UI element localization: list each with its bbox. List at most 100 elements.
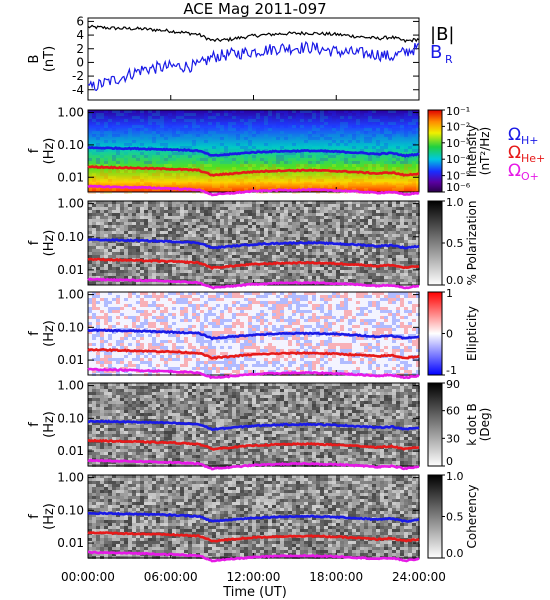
spectrogram-ellipticity <box>88 292 419 375</box>
spectrogram-texture <box>88 201 420 285</box>
colorbar-label: Ellipticity <box>465 306 479 361</box>
colorbar-tick-label: 90 <box>446 378 460 391</box>
legend-br-label: B <box>430 42 442 63</box>
x-tick-label: 18:00:00 <box>309 570 363 584</box>
colorbar-tick-label: 10⁻⁵ <box>446 170 470 183</box>
x-tick-label: 06:00:00 <box>144 570 198 584</box>
y-tick-label: 0.01 <box>57 536 84 550</box>
colorbar-tick-label: 0 <box>446 328 453 341</box>
colorbar-tick-label: 0.0 <box>446 547 464 560</box>
legend-omega-o-symbol: Ω <box>508 161 521 181</box>
y-tick-label: 0.10 <box>57 503 84 517</box>
y-tick-label: 0 <box>76 55 84 69</box>
gyro-line-o <box>87 277 420 290</box>
gyro-line-he <box>87 257 420 271</box>
y-tick-label: 0.10 <box>57 138 84 152</box>
gyro-line-h <box>87 237 420 250</box>
gyro-line-o <box>87 458 420 471</box>
x-tick-label: 24:00:00 <box>392 570 446 584</box>
colorbar-tick-label: 1.0 <box>446 470 464 483</box>
colorbar-tick-label: 30 <box>446 432 460 445</box>
y-tick-label: -2 <box>72 69 84 83</box>
y-tick-label: 0.10 <box>57 230 84 244</box>
legend-omega-h-symbol: Ω <box>508 125 521 145</box>
gyro-line-h <box>88 419 420 431</box>
y-tick-label: 0.01 <box>57 263 84 277</box>
x-axis-label: Time (UT) <box>222 585 287 600</box>
y-tick-label: 1.00 <box>57 106 84 120</box>
panel-ellipticity: f(Hz) 1.00 0.10 0.01 1 0 -1 Ellipticity <box>27 287 479 380</box>
colorbar-tick-label: -1 <box>446 364 457 377</box>
colorbar-tick-label: 1.0 <box>446 196 464 209</box>
gyro-line-h <box>87 328 420 341</box>
y-tick-label: 0.01 <box>57 353 84 367</box>
panels: B(nT)6420-2-4f(Hz)1.000.100.0110⁻¹10⁻²10… <box>27 14 492 563</box>
colorbar-label: Coherency <box>465 484 479 548</box>
y-tick-label: 1.00 <box>57 288 84 302</box>
legend-omega-he-sub: He+ <box>521 152 545 165</box>
colorbar-tick-label: 10⁻⁴ <box>446 153 471 166</box>
gyro-line-h <box>87 145 420 159</box>
colorbar-tick-label: 0 <box>446 455 453 468</box>
y-tick-label: 0.10 <box>57 411 84 425</box>
y-tick-label: -4 <box>72 83 84 97</box>
y-tick-label: 6 <box>76 14 84 28</box>
series-line-br <box>87 40 420 92</box>
panel-polarization: f(Hz) 1.00 0.10 0.01 1.0 0.5 0.0% Polarization <box>27 196 479 290</box>
y-tick-label: 1.00 <box>57 197 84 211</box>
panel-ylabel: f(Hz) <box>27 320 57 347</box>
legend-gyro: Ω H+ Ω He+ Ω O+ <box>508 125 545 183</box>
colorbar-tick-label: 1 <box>446 287 453 300</box>
x-tick-label: 12:00:00 <box>227 570 281 584</box>
legend-omega-o-sub: O+ <box>521 170 539 183</box>
y-tick-label: 1.00 <box>57 471 84 485</box>
colorbar-tick-label: 10⁻¹ <box>446 105 470 118</box>
colorbar-tick-label: 10⁻² <box>446 120 470 133</box>
figure-title: ACE Mag 2011-097 <box>183 0 326 18</box>
colorbar-coherency <box>427 474 443 559</box>
legend-omega-h-sub: H+ <box>521 134 539 147</box>
gyro-line-he <box>87 347 420 360</box>
legend-br: B R <box>430 42 453 66</box>
panel-ylabel: f(Hz) <box>27 503 57 530</box>
y-tick-label: 1.00 <box>57 379 84 393</box>
colorbar-label: k dot B(Deg) <box>465 403 492 445</box>
legend-br-sub: R <box>445 53 453 66</box>
gyro-line-o <box>87 367 420 380</box>
colorbar-tick-label: 0.5 <box>446 511 464 524</box>
y-tick-label: 0.01 <box>57 170 84 184</box>
colorbar-kdotb <box>427 382 443 467</box>
gyro-line-he <box>87 165 420 177</box>
gyro-line-o <box>87 184 420 197</box>
colorbar-label: % Polarization <box>465 201 479 286</box>
panel-kdotb: f(Hz) 1.00 0.10 0.01 90 60 30 0 k dot B(Deg) <box>27 378 492 471</box>
gyro-line-he <box>87 531 420 543</box>
panel-ylabel: B(nT) <box>27 46 57 72</box>
colorbar-tick-label: 0.5 <box>446 237 464 250</box>
panel-intensity: f(Hz) 1.00 0.10 0.01 10⁻¹ 10⁻² 10⁻³ 10⁻⁴ 10⁻⁵10⁻… <box>27 105 492 197</box>
gyro-line-he <box>87 438 419 451</box>
legend-omega-he-symbol: Ω <box>508 143 521 163</box>
panel-ylabel: f(Hz) <box>27 138 57 165</box>
gyro-line-o <box>88 550 420 563</box>
y-tick-label: 2 <box>76 42 84 56</box>
gyro-line-h <box>87 511 420 523</box>
y-tick-label: 0.10 <box>57 320 84 334</box>
colorbar-tick-label: 10⁻⁶ <box>446 181 471 194</box>
series-line-bmag <box>87 24 420 43</box>
colorbar-ellipticity <box>427 291 443 376</box>
colorbar-label: Intensity(nT²/Hz) <box>465 125 492 177</box>
colorbar-tick-label: 10⁻³ <box>446 137 470 150</box>
colorbar-tick-label: 0.0 <box>446 274 464 287</box>
colorbar-intensity <box>427 109 443 193</box>
bfield-plot-area <box>87 17 420 101</box>
x-tick-label: 00:00:00 <box>61 570 115 584</box>
panel-ylabel: f(Hz) <box>27 230 57 257</box>
y-tick-label: 0.01 <box>57 444 84 458</box>
colorbar-tick-label: 60 <box>446 405 460 418</box>
colorbar-polarization <box>427 200 443 286</box>
x-tick-labels: 00:00:00 06:00:00 12:00:00 18:00:00 24:00:00 <box>61 570 446 584</box>
